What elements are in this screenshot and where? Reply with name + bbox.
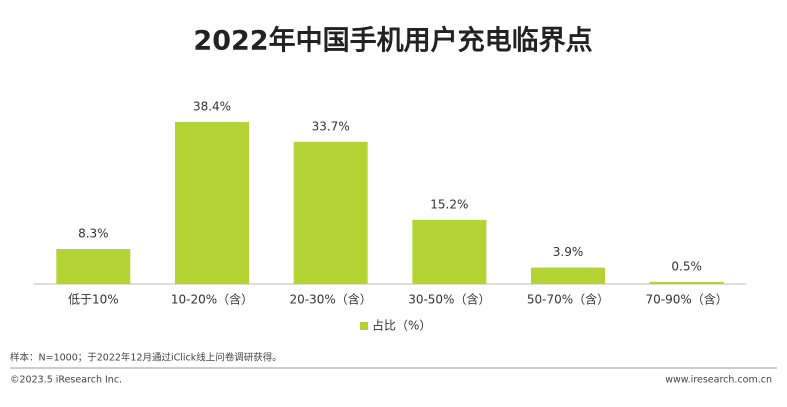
x-tick-label: 70-90%（含） [646,292,728,307]
x-tick-label: 30-50%（含） [408,292,490,307]
bar [293,141,368,284]
data-label: 8.3% [78,226,109,240]
bar [649,281,724,284]
footer-note: 样本：N=1000；于2022年12月通过iClick线上问卷调研获得。 [10,352,282,364]
bar [412,219,487,284]
x-tick-label: 10-20%（含） [171,292,253,307]
legend-swatch [360,322,368,330]
bar [56,248,131,284]
copyright: ©2023.5 iResearch Inc. [10,375,122,386]
bar [175,121,249,285]
x-tick-label: 50-70%（含） [527,292,609,307]
data-label: 15.2% [430,197,468,211]
website: www.iresearch.com.cn [665,375,772,386]
chart-title: 2022年中国手机用户充电临界点 [193,25,592,57]
x-tick-label: 低于10% [68,293,119,307]
data-label: 33.7% [312,119,350,133]
x-tick-label: 20-30%（含） [290,292,372,307]
legend-label: 占比（%） [372,318,431,333]
data-label: 38.4% [193,99,231,113]
data-label: 3.9% [553,245,584,259]
data-label: 0.5% [671,259,702,273]
bar [531,267,605,284]
